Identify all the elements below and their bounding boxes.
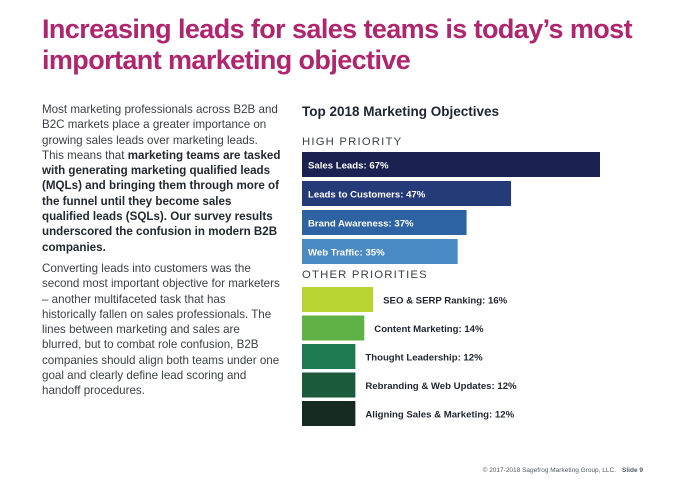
- high-priority-label: HIGH PRIORITY: [302, 136, 403, 148]
- bar-leads-to-customers: [302, 181, 512, 206]
- bar-label-seo-serp-ranking: SEO & SERP Ranking: 16%: [383, 296, 508, 307]
- footer-copyright: © 2017-2018 Sagefrog Marketing Group, LL…: [482, 467, 617, 474]
- bar-label-leads-to-customers: Leads to Customers: 47%: [308, 190, 426, 201]
- bar-sales-leads: [302, 152, 600, 177]
- bar-rebranding-web-updates: [302, 372, 356, 398]
- bar-label-brand-awareness: Brand Awareness: 37%: [308, 219, 414, 230]
- chart-title: Top 2018 Marketing Objectives: [302, 104, 500, 119]
- other-priorities-label: OTHER PRIORITIES: [302, 269, 428, 281]
- footer: © 2017-2018 Sagefrog Marketing Group, LL…: [483, 467, 643, 474]
- body-paragraph-2: Converting leads into customers was the …: [42, 262, 280, 398]
- slide-title-line-1: Increasing leads for sales teams is toda…: [42, 14, 633, 44]
- paragraph-1-text: Most marketing professionals across B2B …: [42, 103, 278, 162]
- bar-label-thought-leadership: Thought Leadership: 12%: [365, 353, 483, 364]
- slide-title-line-2: important marketing objective: [42, 45, 411, 75]
- bar-label-content-marketing: Content Marketing: 14%: [374, 324, 484, 335]
- bar-label-rebranding-web-updates: Rebranding & Web Updates: 12%: [365, 381, 517, 392]
- bar-label-web-traffic: Web Traffic: 35%: [308, 248, 385, 259]
- bar-content-marketing: [302, 315, 365, 341]
- bar-label-aligning-sales-marketing: Aligning Sales & Marketing: 12%: [365, 410, 514, 421]
- slide-number: Slide 9: [622, 467, 643, 474]
- bar-brand-awareness: [302, 210, 467, 235]
- bar-web-traffic: [302, 239, 458, 264]
- bar-thought-leadership: [302, 344, 356, 369]
- bar-label-sales-leads: Sales Leads: 67%: [308, 161, 389, 172]
- slide-title: Increasing leads for sales teams is toda…: [42, 14, 662, 76]
- bar-aligning-sales-marketing: [302, 401, 356, 426]
- body-paragraph-1: Most marketing professionals across B2B …: [42, 102, 282, 255]
- bar-seo-serp-ranking: [302, 287, 374, 312]
- paragraph-1-bold-text: marketing teams are tasked with generati…: [42, 148, 281, 254]
